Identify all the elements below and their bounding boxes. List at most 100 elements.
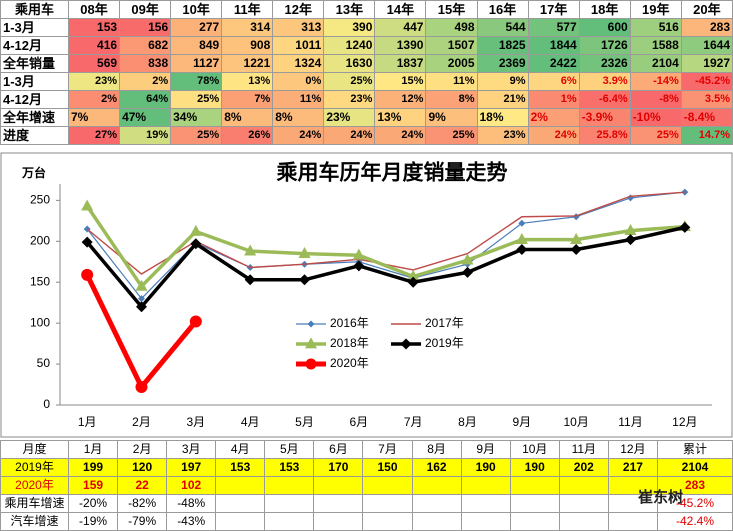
data-cell: 217	[607, 458, 659, 477]
header-cell: 17年	[527, 0, 580, 19]
data-cell: 1507	[425, 36, 478, 55]
legend-label: 2020年	[330, 356, 369, 370]
data-cell: 9%	[476, 72, 529, 91]
data-cell: 25.8%	[578, 126, 631, 145]
data-cell: 34%	[170, 108, 223, 127]
data-cell: 2422	[527, 54, 580, 73]
data-cell: 23%	[476, 126, 529, 145]
data-cell: 25%	[629, 126, 682, 145]
data-cell: -82%	[117, 494, 168, 513]
y-tick-label: 200	[30, 233, 50, 247]
data-cell: 102	[166, 476, 217, 495]
header-cell: 3月	[166, 440, 217, 459]
data-cell: 416	[67, 36, 121, 55]
monthly-table: 月度 1月 2月 3月 4月 5月 6月 7月 8月 9月 10月 11月 12月 累计 2019年 199 1…	[0, 440, 733, 531]
data-cell	[558, 494, 609, 513]
marker	[518, 219, 526, 227]
header-cell: 11月	[558, 440, 609, 459]
data-cell: 838	[119, 54, 172, 73]
marker	[462, 266, 473, 278]
data-cell: 313	[272, 18, 325, 37]
data-cell: 1588	[629, 36, 682, 55]
data-cell: 64%	[119, 90, 172, 109]
header-cell: 月度	[0, 440, 69, 459]
data-cell: 1%	[527, 90, 580, 109]
header-cell: 11年	[221, 0, 274, 19]
data-cell: 18%	[476, 108, 529, 127]
row-label: 2019年	[0, 458, 69, 477]
data-cell: 447	[374, 18, 427, 37]
data-cell: 544	[476, 18, 529, 37]
marker	[570, 233, 583, 245]
x-tick-label: 1月	[78, 415, 97, 429]
data-cell: 25%	[323, 72, 376, 91]
header-cell: 20年	[680, 0, 733, 19]
data-cell: 23%	[67, 72, 121, 91]
data-cell: 1726	[578, 36, 631, 55]
data-cell	[264, 512, 315, 531]
data-cell: 24%	[272, 126, 325, 145]
data-cell: 1825	[476, 36, 529, 55]
marker	[461, 253, 474, 265]
data-cell: 516	[629, 18, 682, 37]
marker	[138, 295, 145, 303]
data-cell	[362, 512, 413, 531]
data-cell: 190	[509, 458, 560, 477]
header-cell: 13年	[323, 0, 376, 19]
data-cell: 1240	[323, 36, 376, 55]
data-cell	[362, 494, 413, 513]
data-cell: -48%	[166, 494, 217, 513]
x-tick-label: 5月	[295, 415, 314, 429]
data-cell: 190	[460, 458, 511, 477]
data-cell: 498	[425, 18, 478, 37]
row-label: 4-12月	[0, 36, 69, 55]
data-cell: 9%	[425, 108, 478, 127]
header-cell: 9月	[460, 440, 511, 459]
data-cell: 8%	[221, 108, 274, 127]
chart-frame	[0, 152, 733, 438]
data-cell: 1837	[374, 54, 427, 73]
data-cell: 390	[323, 18, 376, 37]
data-cell: 24%	[323, 126, 376, 145]
data-cell	[313, 476, 364, 495]
marker	[136, 301, 147, 313]
data-cell: 11%	[425, 72, 478, 91]
data-cell: 26%	[221, 126, 274, 145]
data-cell	[558, 512, 609, 531]
summary-table: 乘用车 08年 09年 10年 11年 12年 13年 14年 15年 16年 17年 18年 19年 2…	[0, 0, 733, 145]
row-label: 乘用车增速	[0, 494, 69, 513]
data-cell: 25%	[425, 126, 478, 145]
data-cell: -43%	[166, 512, 217, 531]
total-cell: 283	[657, 476, 733, 495]
data-cell	[264, 494, 315, 513]
data-cell: 153	[215, 458, 266, 477]
data-cell: -8.4%	[680, 108, 733, 127]
data-cell: -10%	[629, 108, 682, 127]
header-cell: 19年	[629, 0, 682, 19]
data-cell: 7%	[221, 90, 274, 109]
y-tick-label: 0	[43, 397, 50, 411]
total-cell: -45.2%	[657, 494, 733, 513]
data-cell: 2%	[119, 72, 172, 91]
data-cell: 23%	[323, 90, 376, 109]
data-cell: 1324	[272, 54, 325, 73]
data-cell: 1844	[527, 36, 580, 55]
marker	[189, 315, 202, 328]
data-cell: 153	[264, 458, 315, 477]
marker	[244, 244, 257, 256]
marker	[516, 243, 528, 255]
data-cell	[509, 494, 560, 513]
row-label: 1-3月	[0, 72, 69, 91]
legend-label: 2019年	[425, 336, 464, 350]
marker	[624, 224, 637, 236]
data-cell	[215, 476, 266, 495]
header-cell: 7月	[362, 440, 413, 459]
data-cell: 283	[680, 18, 733, 37]
row-label: 1-3月	[0, 18, 69, 37]
row-label: 全年销量	[0, 54, 69, 73]
marker	[189, 224, 202, 236]
header-cell: 1月	[67, 440, 119, 459]
chart-title: 乘用车历年月度销量走势	[276, 161, 508, 185]
data-cell: 27%	[67, 126, 121, 145]
header-cell: 5月	[264, 440, 315, 459]
